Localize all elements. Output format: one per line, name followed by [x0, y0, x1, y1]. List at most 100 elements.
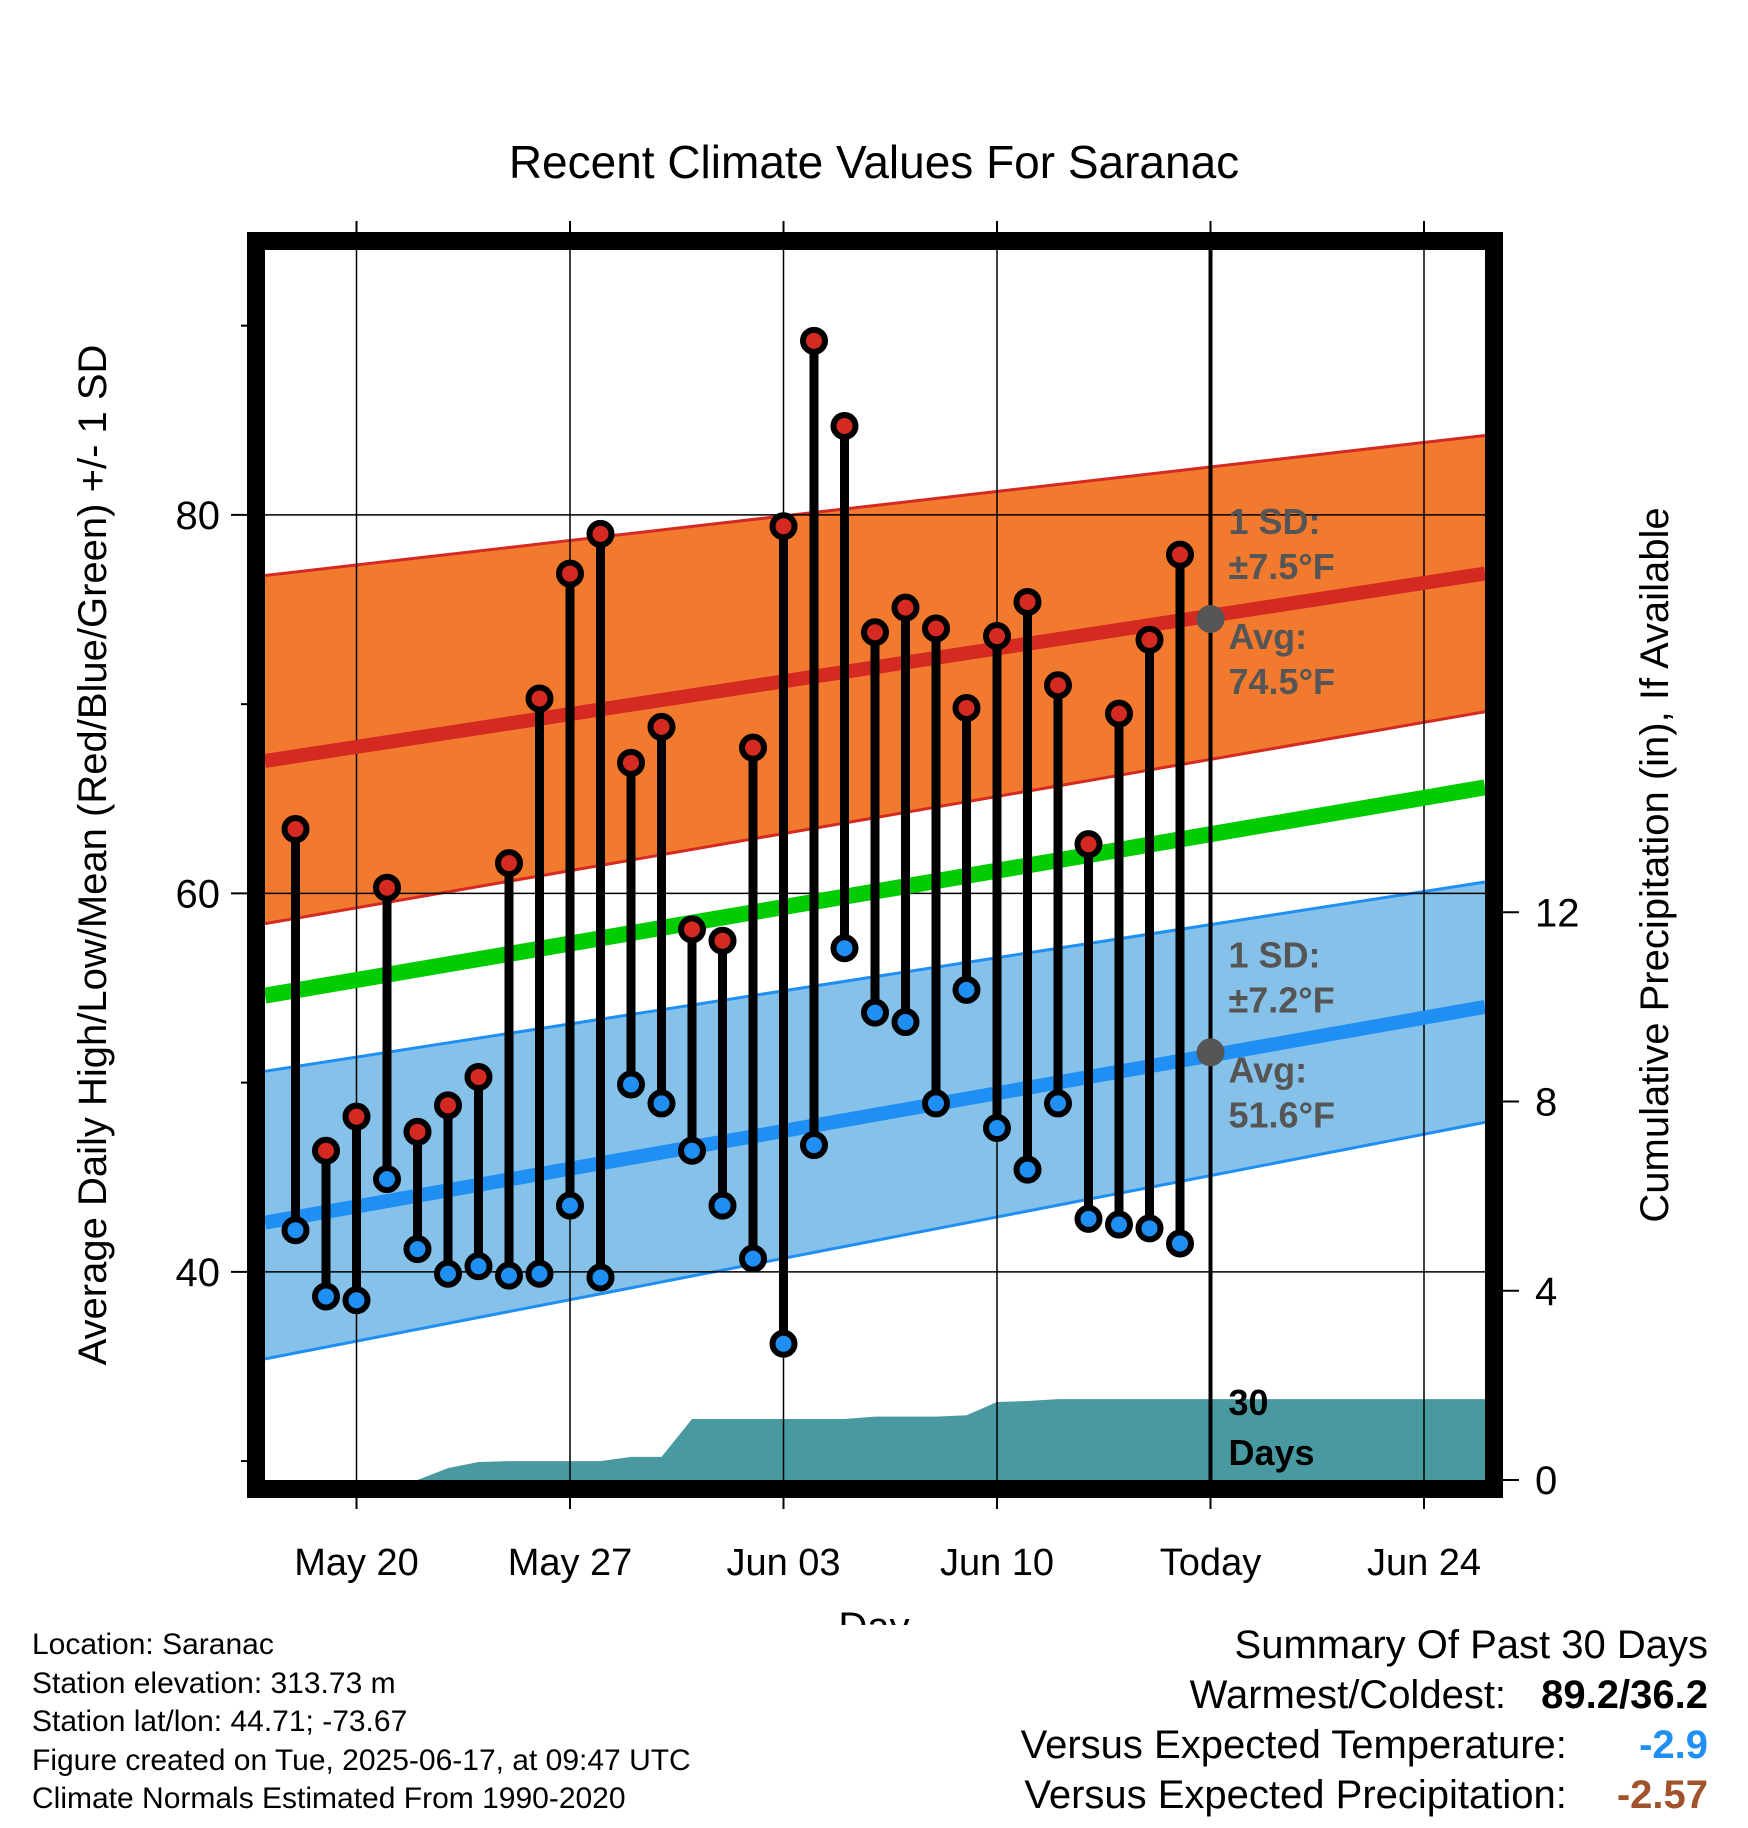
- x-tick-label: Today: [1160, 1542, 1261, 1584]
- low-point: [678, 1136, 706, 1165]
- high-point: [1105, 699, 1133, 728]
- x-tick-label: May 27: [508, 1542, 633, 1584]
- low-point: [800, 1131, 828, 1160]
- low-avg-marker: [1196, 1038, 1225, 1067]
- y-right-tick-label: 8: [1535, 1081, 1557, 1125]
- high-point: [861, 618, 889, 647]
- station-info: Location: Saranac Station elevation: 313…: [32, 1626, 691, 1819]
- low-point: [861, 998, 889, 1027]
- y-axis-label-left: Average Daily High/Low/Mean (Red/Blue/Gr…: [71, 345, 115, 1366]
- warmest-value: 89.2/36.2: [1541, 1673, 1708, 1717]
- x-tick-label: Jun 24: [1367, 1542, 1481, 1584]
- high-point: [342, 1102, 371, 1131]
- low-avg-value: 51.6°F: [1229, 1094, 1335, 1135]
- low-sd-label: 1 SD:: [1229, 934, 1321, 975]
- temp-label: Versus Expected Temperature:: [1020, 1723, 1567, 1767]
- x-tick-label: Jun 10: [940, 1542, 1054, 1584]
- x-axis-label: Day: [838, 1605, 909, 1625]
- high-avg-label: Avg:: [1229, 616, 1308, 657]
- high-point: [708, 926, 737, 955]
- low-point: [1074, 1204, 1103, 1233]
- high-point: [586, 519, 615, 548]
- low-point: [830, 934, 859, 963]
- high-point: [373, 873, 401, 902]
- low-normal-line: [265, 1000, 1485, 1230]
- high-point: [495, 849, 523, 878]
- low-point: [1135, 1214, 1164, 1243]
- high-point: [403, 1117, 432, 1146]
- y-axis-label-right: Cumulative Precipitation (in), If Availa…: [1633, 507, 1677, 1222]
- low-point: [373, 1165, 401, 1194]
- low-point: [708, 1191, 737, 1220]
- low-point: [495, 1261, 523, 1290]
- summary-panel: Summary Of Past 30 Days Warmest/Coldest:…: [1021, 1620, 1708, 1820]
- high-sd-band-upper-edge: [265, 433, 1485, 577]
- low-point: [434, 1259, 462, 1288]
- elevation-text: Station elevation: 313.73 m: [32, 1666, 396, 1700]
- high-point: [800, 326, 828, 355]
- low-point: [922, 1089, 950, 1118]
- low-point: [525, 1259, 554, 1288]
- climate-chart: Recent Climate Values For Saranac 1 SD:±…: [71, 136, 1677, 1625]
- summary-temp-row: Versus Expected Temperature: -2.9: [1021, 1720, 1708, 1770]
- low-point: [342, 1286, 371, 1315]
- temp-value: -2.9: [1639, 1723, 1708, 1767]
- high-point: [434, 1091, 462, 1120]
- x-tick-label: May 20: [294, 1542, 419, 1584]
- low-point: [1105, 1210, 1133, 1239]
- high-point: [891, 593, 920, 622]
- low-point: [647, 1089, 676, 1118]
- low-point: [1044, 1089, 1072, 1118]
- high-point: [1044, 671, 1072, 700]
- low-point: [739, 1244, 767, 1273]
- low-point: [617, 1070, 645, 1099]
- high-point: [464, 1062, 493, 1091]
- low-point: [952, 975, 981, 1004]
- x-tick-label: Jun 03: [726, 1542, 840, 1584]
- summary-title: Summary Of Past 30 Days: [1234, 1623, 1708, 1667]
- precip-area: [265, 1399, 1485, 1480]
- precip-label-line2: Days: [1229, 1432, 1315, 1473]
- low-point: [464, 1252, 493, 1281]
- summary-precip-row: Versus Expected Precipitation: -2.57: [1021, 1770, 1708, 1820]
- high-point: [1166, 540, 1194, 569]
- high-point: [922, 614, 950, 643]
- low-point: [586, 1263, 615, 1292]
- low-point: [403, 1235, 432, 1264]
- location-text: Location: Saranac: [32, 1628, 274, 1661]
- latlon-text: Station lat/lon: 44.71; -73.67: [32, 1705, 408, 1738]
- y-right-tick-label: 4: [1535, 1270, 1557, 1314]
- low-avg-label: Avg:: [1229, 1049, 1308, 1090]
- high-point: [678, 915, 706, 944]
- high-avg-value: 74.5°F: [1229, 661, 1335, 702]
- precip-label: Versus Expected Precipitation:: [1024, 1773, 1567, 1817]
- created-text: Figure created on Tue, 2025-06-17, at 09…: [32, 1743, 691, 1777]
- summary-warmest-row: Warmest/Coldest: 89.2/36.2: [1021, 1670, 1708, 1720]
- high-point: [952, 693, 981, 722]
- y-left-tick-label: 80: [176, 494, 221, 538]
- low-point: [281, 1216, 310, 1245]
- high-point: [1074, 830, 1103, 859]
- low-point: [983, 1114, 1011, 1143]
- y-left-tick-label: 60: [176, 872, 221, 916]
- y-right-tick-label: 0: [1535, 1459, 1557, 1503]
- high-point: [617, 748, 645, 777]
- low-point: [312, 1282, 340, 1311]
- low-sd-value: ±7.2°F: [1229, 979, 1335, 1020]
- high-point: [1013, 587, 1042, 616]
- high-sd-label: 1 SD:: [1229, 501, 1321, 542]
- high-point: [1135, 625, 1164, 654]
- low-sd-band-lower-edge: [265, 1120, 1485, 1361]
- warmest-label: Warmest/Coldest:: [1189, 1673, 1507, 1717]
- high-point: [647, 712, 676, 741]
- high-avg-marker: [1196, 605, 1225, 633]
- y-left-tick-label: 40: [176, 1251, 221, 1295]
- high-point: [525, 684, 554, 713]
- high-sd-value: ±7.5°F: [1229, 546, 1335, 587]
- precip-label-line1: 30: [1229, 1382, 1269, 1423]
- high-point: [830, 411, 859, 440]
- low-point: [556, 1191, 584, 1220]
- high-point: [312, 1136, 340, 1165]
- y-right-tick-label: 12: [1535, 891, 1580, 935]
- low-point: [769, 1329, 798, 1358]
